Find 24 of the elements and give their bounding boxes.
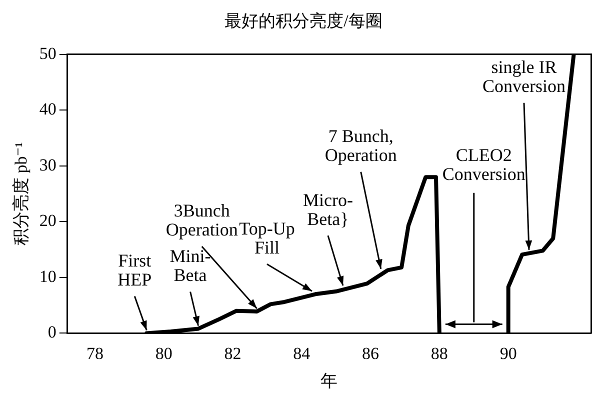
- x-tick-label: 84: [293, 344, 311, 363]
- annotation: Micro- Beta}: [302, 190, 353, 229]
- x-tick-label: 88: [430, 344, 448, 363]
- annotation: First HEP: [118, 250, 152, 290]
- y-tick-label: 50: [39, 44, 56, 63]
- annotation: Mini- Beta: [170, 246, 211, 285]
- annotation: CLEO2 Conversion: [442, 145, 526, 184]
- y-tick-label: 0: [48, 322, 56, 342]
- x-tick-label: 90: [500, 344, 517, 363]
- x-axis-title: 年: [320, 371, 338, 390]
- annotation: single IR Conversion: [482, 57, 566, 96]
- x-tick-label: 82: [224, 344, 242, 363]
- y-tick-label: 10: [39, 266, 56, 286]
- x-tick-label: 80: [155, 344, 172, 363]
- annotation: 7 Bunch, Operation: [324, 126, 397, 166]
- y-tick-label: 30: [39, 155, 56, 174]
- y-tick-label: 20: [39, 211, 56, 230]
- annotation: Top-Up Fill: [239, 218, 295, 258]
- y-tick-label: 40: [39, 100, 56, 119]
- x-tick-label: 86: [362, 344, 380, 363]
- x-tick-label: 78: [86, 344, 104, 363]
- y-axis-title: 积分亮度 pb⁻¹: [12, 142, 31, 246]
- chart-title: 最好的积分亮度/每圈: [224, 12, 382, 31]
- annotation: 3Bunch Operation: [166, 200, 238, 240]
